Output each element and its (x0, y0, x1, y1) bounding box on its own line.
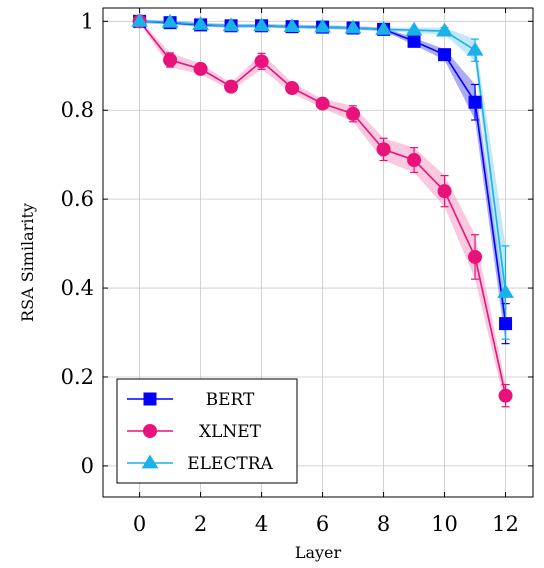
x-tick-label: 12 (492, 512, 519, 536)
bert-point (499, 317, 513, 331)
electra-point (222, 17, 240, 32)
y-tick-label: 0 (81, 454, 94, 478)
xlnet-point (498, 388, 513, 403)
x-tick-label: 10 (431, 512, 458, 536)
electra-point (436, 22, 453, 37)
x-tick-label: 0 (133, 512, 146, 536)
bert-legend-marker (143, 392, 157, 406)
xlnet-legend-label: XLNET (199, 422, 262, 442)
xlnet-point (376, 142, 391, 157)
series-markers (131, 12, 514, 403)
y-tick-label: 1 (81, 9, 94, 33)
electra-confidence-band (139, 19, 506, 340)
legend: BERT XLNET ELECTRA (116, 378, 298, 484)
electra-legend-marker (141, 454, 159, 469)
bert-legend-label: BERT (206, 390, 255, 410)
xlnet-point (407, 153, 422, 168)
bert-point (438, 48, 452, 62)
electra-point (131, 12, 148, 27)
xlnet-point (193, 61, 208, 76)
electra-point (344, 19, 362, 34)
y-axis-label: RSA Similarity (18, 203, 37, 322)
xlnet-point (224, 79, 239, 94)
y-tick-label: 0.8 (61, 98, 94, 122)
xlnet-point (285, 81, 300, 96)
y-tick-label: 0.6 (61, 187, 94, 211)
xlnet-point (163, 53, 178, 68)
xlnet-point (315, 96, 330, 111)
electra-point (466, 41, 484, 56)
xlnet-point (254, 54, 269, 69)
xlnet-legend-marker (143, 424, 157, 438)
xlnet-point (346, 106, 361, 121)
x-axis-label: Layer (295, 543, 342, 562)
electra-legend-label: ELECTRA (187, 454, 273, 474)
x-tick-label: 2 (194, 512, 207, 536)
electra-point (314, 18, 331, 33)
y-tick-label: 0.2 (61, 365, 94, 389)
electra-point (497, 284, 514, 298)
axis-ticks: 0 2 4 6 8 10 12 0 0.2 0.4 0.6 0.8 1 (61, 8, 533, 536)
x-tick-label: 8 (377, 512, 390, 536)
plot-frame (102, 7, 534, 498)
xlnet-point (468, 249, 483, 264)
x-tick-label: 6 (316, 512, 329, 536)
bert-point (407, 34, 421, 48)
electra-point (253, 17, 270, 32)
electra-point (161, 13, 179, 28)
electra-point (375, 20, 392, 35)
bert-point (468, 95, 482, 109)
electra-point (192, 15, 209, 30)
electra-point (405, 21, 423, 36)
xlnet-point (437, 184, 452, 199)
electra-point (283, 18, 301, 33)
y-tick-label: 0.4 (61, 276, 94, 300)
x-tick-label: 4 (255, 512, 268, 536)
